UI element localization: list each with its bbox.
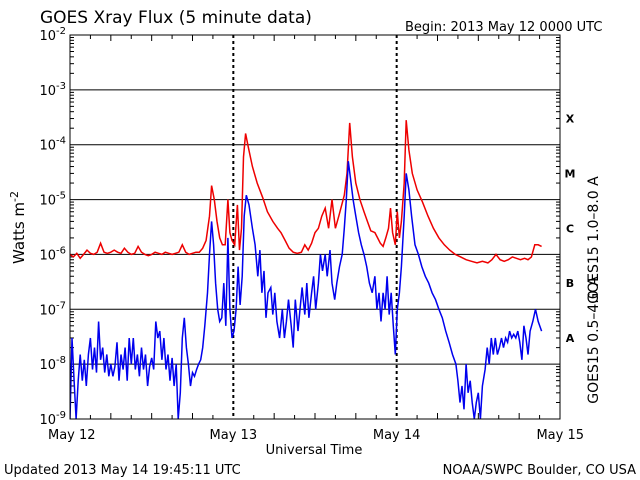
y-tick-label: 10-7 bbox=[39, 300, 66, 318]
x-axis-tick-labels: May 12 May 13 May 14 May 15 bbox=[48, 428, 584, 443]
y-tick-label: 10-9 bbox=[39, 410, 66, 428]
y-tick-label: 10-8 bbox=[39, 355, 66, 373]
legend-long-channel: GOES15 1.0–8.0 A bbox=[586, 176, 602, 304]
series-line-long-channel bbox=[70, 120, 542, 264]
x-tick-label: May 12 bbox=[48, 428, 96, 443]
x-tick-label: May 13 bbox=[210, 428, 258, 443]
x-axis-label: Universal Time bbox=[266, 443, 363, 458]
flare-class-label: X bbox=[566, 113, 575, 126]
credit-label: NOAA/SWPC Boulder, CO USA bbox=[443, 463, 636, 478]
series-lines bbox=[70, 120, 543, 419]
y-axis-tick-labels: 10-2 10-3 10-4 10-5 10-6 10-7 10-8 10-9 bbox=[39, 26, 66, 428]
y-tick-label: 10-6 bbox=[39, 245, 66, 263]
y-axis-label: Watts m-2 bbox=[8, 191, 28, 264]
series-line-short-channel bbox=[70, 161, 543, 419]
x-tick-label: May 14 bbox=[373, 428, 421, 443]
flare-class-label: M bbox=[565, 167, 576, 180]
y-tick-label: 10-2 bbox=[39, 26, 66, 44]
flare-class-label: A bbox=[566, 332, 575, 345]
legend-short-channel: GOES15 0.5–4.0 A bbox=[586, 276, 602, 404]
begin-date-label: Begin: 2013 May 12 0000 UTC bbox=[405, 20, 602, 35]
plot-frame bbox=[69, 34, 561, 420]
flare-class-label: B bbox=[566, 277, 574, 290]
x-tick-label: May 15 bbox=[536, 428, 584, 443]
updated-timestamp: Updated 2013 May 14 19:45:11 UTC bbox=[4, 463, 241, 478]
chart-title: GOES Xray Flux (5 minute data) bbox=[40, 8, 312, 28]
y-tick-label: 10-3 bbox=[39, 81, 66, 99]
y-tick-label: 10-5 bbox=[39, 191, 66, 209]
flare-class-label: C bbox=[566, 222, 574, 235]
y-tick-label: 10-4 bbox=[39, 136, 66, 154]
flare-class-labels: X M C B A bbox=[565, 113, 576, 345]
